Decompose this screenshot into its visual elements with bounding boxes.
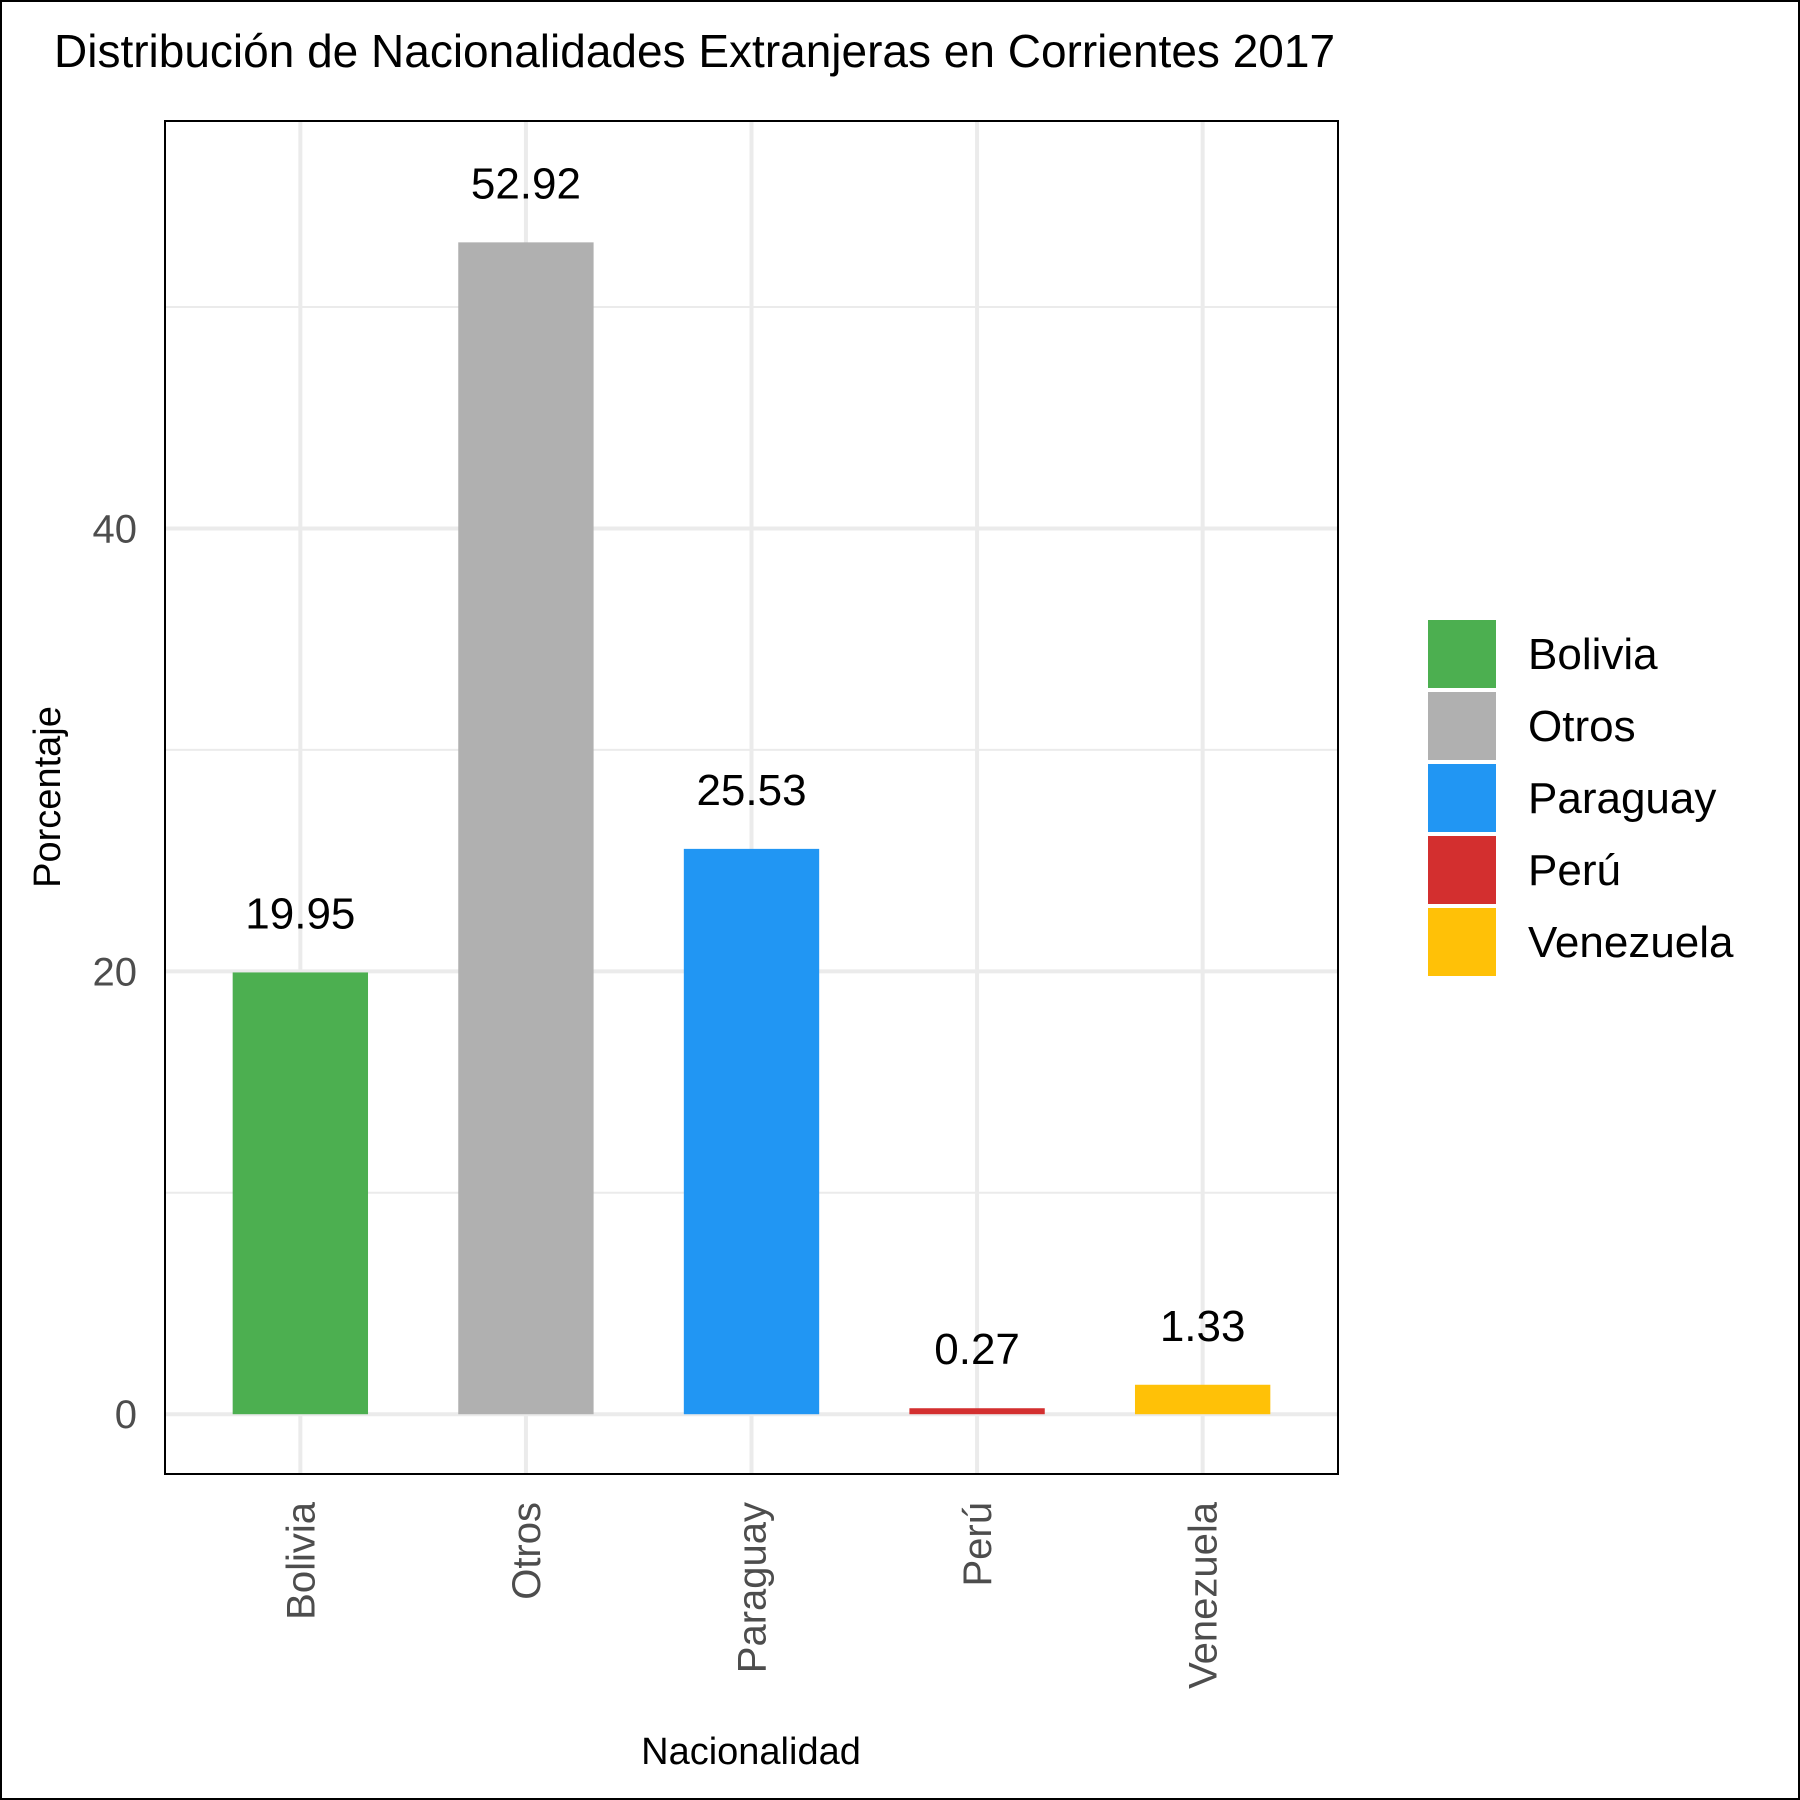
legend-key — [1428, 836, 1496, 904]
legend-label: Venezuela — [1528, 918, 1734, 967]
legend-label: Bolivia — [1528, 630, 1658, 679]
data-label: 0.27 — [934, 1325, 1020, 1374]
data-label: 19.95 — [245, 889, 355, 938]
legend-label: Perú — [1528, 846, 1621, 895]
bars — [232, 242, 1271, 1415]
x-tick-label: Otros — [505, 1502, 549, 1600]
y-tick-label: 40 — [93, 507, 138, 551]
x-axis-title: Nacionalidad — [641, 1731, 861, 1773]
bar — [909, 1408, 1045, 1415]
y-axis-tick-labels: 0 20 40 — [93, 507, 138, 1437]
legend-key — [1428, 692, 1496, 760]
bar — [232, 972, 369, 1415]
legend-label: Otros — [1528, 702, 1636, 751]
legend-key — [1428, 620, 1496, 688]
x-tick-label: Perú — [956, 1502, 1000, 1587]
legend-key — [1428, 908, 1496, 976]
data-label: 52.92 — [471, 159, 581, 208]
legend-key — [1428, 764, 1496, 832]
data-labels: 19.95 52.92 25.53 0.27 1.33 — [245, 159, 1245, 1374]
x-tick-label: Bolivia — [279, 1501, 323, 1620]
y-tick-label: 0 — [115, 1393, 137, 1437]
x-tick-label: Venezuela — [1182, 1501, 1226, 1689]
y-tick-label: 20 — [93, 950, 138, 994]
bar — [458, 242, 594, 1415]
bar — [1134, 1384, 1271, 1415]
x-axis-tick-labels: Bolivia Otros Paraguay Perú Venezuela — [279, 1501, 1225, 1689]
legend-label: Paraguay — [1528, 774, 1716, 823]
data-label: 25.53 — [696, 766, 806, 815]
chart-title: Distribución de Nacionalidades Extranjer… — [54, 25, 1336, 77]
data-label: 1.33 — [1160, 1302, 1246, 1351]
bar — [683, 848, 820, 1415]
legend: Bolivia Otros Paraguay Perú Venezuela — [1428, 620, 1734, 976]
x-tick-label: Paraguay — [731, 1502, 775, 1673]
plot-panel-border — [164, 120, 1339, 1475]
y-axis-title: Porcentaje — [27, 706, 69, 888]
